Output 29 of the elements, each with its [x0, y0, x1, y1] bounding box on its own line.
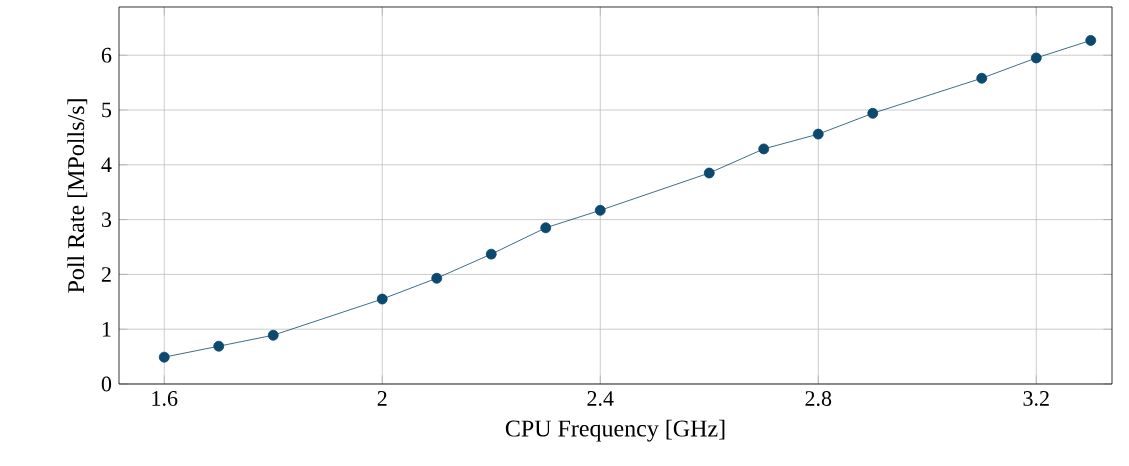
x-axis-title: CPU Frequency [GHz]: [505, 419, 725, 442]
point: [158, 351, 170, 363]
y-tick-label: 1: [102, 321, 111, 337]
y-tick-label: 4: [101, 157, 112, 173]
point: [485, 248, 497, 260]
x-tick-label: 2.8: [805, 391, 832, 407]
x-tick-label: 2.4: [587, 391, 614, 406]
point: [812, 128, 824, 140]
point: [1085, 35, 1097, 46]
y-tick-label: 0: [101, 376, 112, 392]
x-tick-label: 2: [377, 391, 387, 406]
x-tick-label: 3.2: [1023, 391, 1049, 406]
y-tick-label: 3: [102, 212, 112, 227]
point: [976, 72, 988, 84]
point: [376, 293, 388, 305]
y-tick-label: 5: [102, 102, 112, 118]
y-axis-title: Poll Rate [MPolls/s]: [67, 99, 88, 293]
point: [267, 329, 279, 341]
point: [867, 107, 879, 119]
point: [431, 272, 443, 284]
y-tick-label: 2: [101, 267, 111, 282]
point: [594, 204, 606, 216]
point: [1030, 52, 1042, 64]
point: [213, 340, 225, 352]
x-tick-label: 1.6: [152, 391, 178, 406]
point: [703, 167, 715, 179]
point: [540, 222, 552, 234]
y-tick-label: 6: [101, 47, 112, 63]
point: [758, 143, 770, 155]
